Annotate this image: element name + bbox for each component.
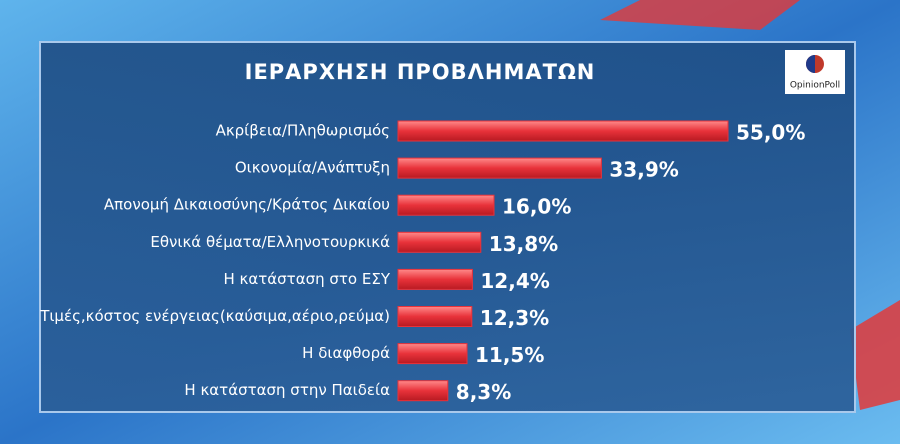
category-label: Η κατάσταση στην Παιδεία: [184, 381, 390, 399]
category-label: Απονομή Δικαιοσύνης/Κράτος Δικαίου: [104, 196, 390, 214]
value-label: 33,9%: [609, 158, 678, 182]
value-label: 16,0%: [502, 195, 571, 219]
bar: [397, 157, 602, 179]
bar: [397, 343, 468, 365]
bar: [397, 120, 729, 142]
backdrop-shape: [600, 0, 800, 30]
value-label: 12,3%: [480, 306, 549, 330]
value-label: 13,8%: [489, 232, 558, 256]
category-label: Τιμές,κόστος ενέργειας(καύσιμα,αέριο,ρεύ…: [39, 307, 390, 325]
bar: [397, 231, 482, 253]
bar: [397, 306, 473, 327]
backdrop-shape: [850, 300, 900, 410]
category-label: Η κατάσταση στο ΕΣΥ: [223, 270, 390, 288]
value-label: 8,3%: [456, 380, 511, 404]
value-label: 55,0%: [736, 121, 805, 145]
category-label: Η διαφθορά: [302, 344, 390, 362]
value-label: 11,5%: [475, 343, 544, 367]
category-label: Οικονομία/Ανάπτυξη: [235, 159, 390, 177]
logo-icon: [806, 55, 815, 73]
bar: [397, 380, 449, 402]
logo-text: OpinionPoll: [790, 81, 840, 91]
category-label: Εθνικά θέματα/Ελληνοτουρκικά: [150, 233, 390, 251]
bar: [397, 194, 495, 216]
value-label: 12,4%: [480, 269, 549, 293]
chart-title: ΙΕΡΑΡΧΗΣΗ ΠΡΟΒΛΗΜΑΤΩΝ: [245, 60, 596, 84]
bar: [397, 268, 473, 290]
category-label: Ακρίβεια/Πληθωρισμός: [216, 122, 390, 140]
